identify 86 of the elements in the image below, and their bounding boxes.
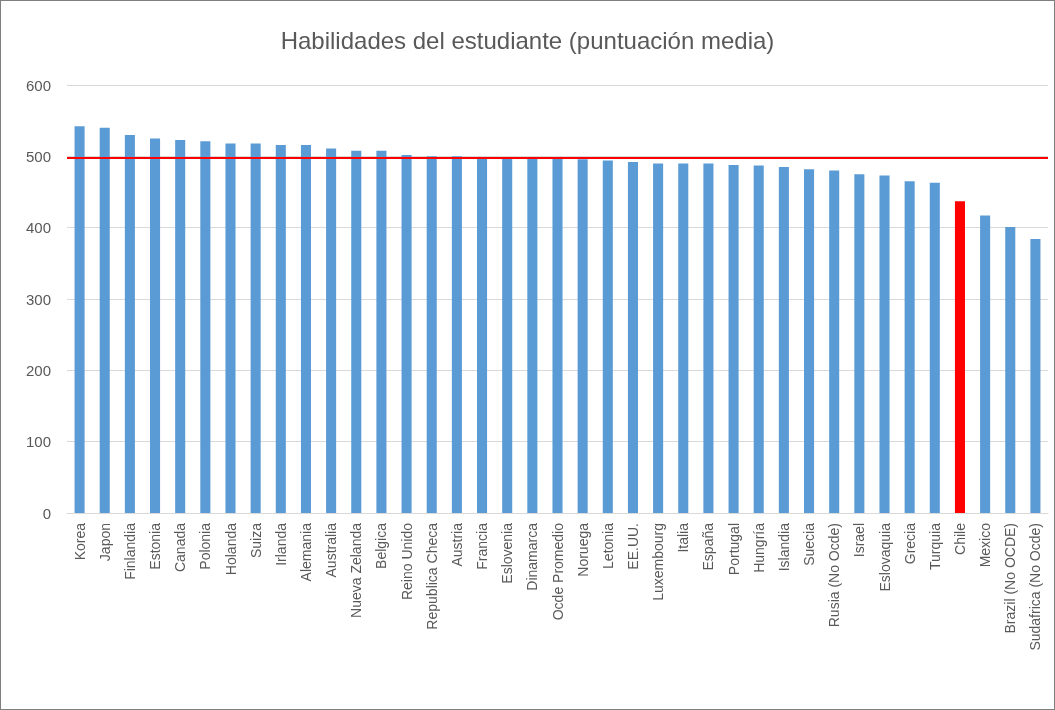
bar xyxy=(99,127,110,513)
bar xyxy=(250,143,261,513)
bar xyxy=(326,148,337,513)
x-tick-label: Holanda xyxy=(222,522,239,576)
x-tick-label: Brazil (No OCDE) xyxy=(1002,523,1019,634)
x-tick-label: Irlanda xyxy=(272,522,289,566)
x-tick-label: Estonia xyxy=(147,522,164,570)
bar xyxy=(150,138,161,513)
bar xyxy=(451,156,462,513)
x-tick-label: Noruega xyxy=(574,522,591,577)
y-tick-label: 100 xyxy=(25,433,51,451)
x-tick-label: Polonia xyxy=(197,522,214,570)
x-tick-label: Portugal xyxy=(725,523,742,576)
bar xyxy=(426,156,437,513)
bar xyxy=(552,158,563,513)
x-tick-label: Belgica xyxy=(373,522,390,569)
x-tick-label: Dinamarca xyxy=(524,522,541,591)
x-tick-label: Chile xyxy=(951,522,968,555)
bar xyxy=(879,175,890,513)
y-tick-label: 400 xyxy=(25,219,51,237)
x-tick-label: Canada xyxy=(172,522,189,573)
x-tick-label: Reino Unido xyxy=(398,522,415,601)
x-tick-label: Italia xyxy=(675,522,692,553)
bar xyxy=(954,201,965,513)
bar xyxy=(904,181,915,513)
x-tick-label: Sudafrica (No Ocde) xyxy=(1027,523,1044,651)
x-tick-label: Grecia xyxy=(901,522,918,565)
bar xyxy=(929,182,940,513)
x-tick-label: Mexico xyxy=(977,522,994,568)
bar xyxy=(376,150,387,513)
x-tick-label: Eslovenia xyxy=(499,522,516,584)
bar xyxy=(577,159,588,513)
x-tick-label: Hungría xyxy=(750,522,767,573)
chart-title: Habilidades del estudiante (puntuación media) xyxy=(280,26,775,54)
x-tick-label: EE.UU. xyxy=(624,523,641,570)
bar xyxy=(804,169,815,513)
x-tick-label: Finlandia xyxy=(121,522,138,580)
x-tick-label: Turquia xyxy=(926,522,943,570)
bar xyxy=(351,150,362,513)
bar xyxy=(527,157,538,513)
bar xyxy=(74,126,85,513)
bar xyxy=(175,139,186,513)
bar xyxy=(678,163,689,513)
bar xyxy=(477,157,488,513)
x-tick-label: Nueva Zelanda xyxy=(348,522,365,618)
bar xyxy=(980,215,991,513)
y-tick-label: 200 xyxy=(25,361,51,379)
bar xyxy=(602,160,613,513)
bar xyxy=(753,165,764,513)
x-tick-label: Ocde Promedio xyxy=(549,522,566,621)
x-tick-label: Israel xyxy=(851,523,868,558)
bar xyxy=(778,167,789,513)
x-tick-label: Islandia xyxy=(775,522,792,572)
x-tick-label: Alemania xyxy=(297,522,314,582)
x-tick-label: Suecia xyxy=(801,522,818,566)
bar xyxy=(653,163,664,513)
bar xyxy=(124,134,135,513)
x-tick-label: Japon xyxy=(96,523,113,562)
bar xyxy=(703,163,714,513)
x-tick-label: Korea xyxy=(71,522,88,561)
x-tick-label: Republica Checa xyxy=(423,522,440,630)
bar xyxy=(225,143,236,513)
y-tick-label: 500 xyxy=(25,147,51,165)
bar xyxy=(1005,226,1016,513)
y-tick-label: 300 xyxy=(25,290,51,308)
bar xyxy=(627,162,638,513)
bar xyxy=(502,157,513,513)
x-tick-label: Austria xyxy=(448,522,465,567)
x-tick-label: Rusia (No Ocde) xyxy=(826,523,843,628)
x-tick-label: Suiza xyxy=(247,522,264,559)
bar xyxy=(300,144,311,513)
bar xyxy=(854,174,865,513)
bar xyxy=(401,154,412,513)
bar xyxy=(275,144,286,513)
x-tick-label: Luxembourg xyxy=(650,523,667,601)
bar xyxy=(1030,239,1041,513)
x-tick-label: Francia xyxy=(474,522,491,570)
x-tick-label: Eslovaquia xyxy=(876,522,893,592)
bar xyxy=(200,141,211,513)
y-tick-label: 0 xyxy=(42,504,51,522)
bar xyxy=(728,164,739,513)
x-tick-label: Letonia xyxy=(599,522,616,569)
bar xyxy=(829,170,840,513)
y-tick-label: 600 xyxy=(25,76,51,94)
x-tick-label: España xyxy=(700,522,717,571)
x-tick-label: Australia xyxy=(323,522,340,578)
